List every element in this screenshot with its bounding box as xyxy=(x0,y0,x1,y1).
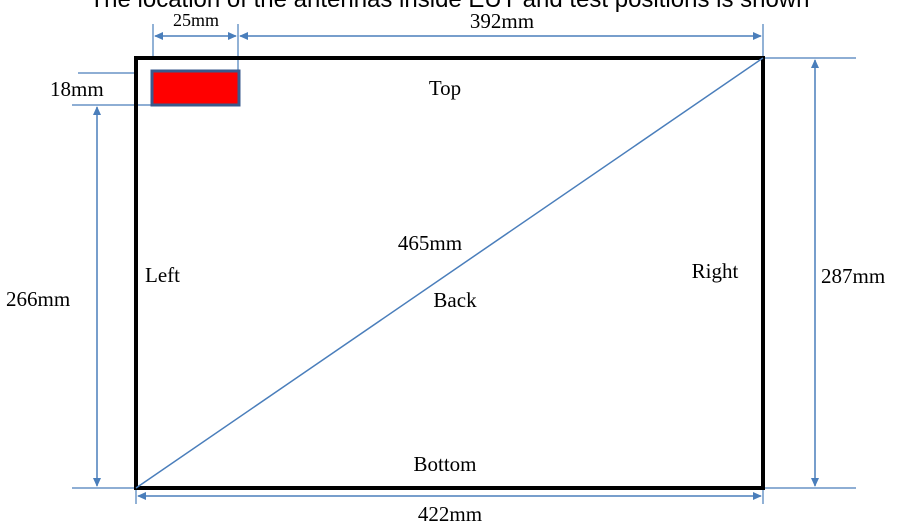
antenna-block xyxy=(150,69,241,107)
label-right: Right xyxy=(692,259,739,283)
label-diagonal: 465mm xyxy=(398,231,462,255)
label-total-height: 287mm xyxy=(821,264,885,288)
diagonal-line xyxy=(135,57,764,489)
label-total-width: 422mm xyxy=(418,502,482,526)
label-top: Top xyxy=(429,76,461,100)
dimension-arrows xyxy=(92,31,820,501)
label-antenna-offset-x: 25mm xyxy=(173,10,219,30)
label-remaining-height: 266mm xyxy=(6,287,70,311)
label-remaining-width: 392mm xyxy=(470,9,534,33)
figure-caption: The location of the antennas inside EUT … xyxy=(0,0,899,14)
label-back: Back xyxy=(433,288,477,312)
label-antenna-offset-y: 18mm xyxy=(50,77,104,101)
label-left: Left xyxy=(145,263,180,287)
label-bottom: Bottom xyxy=(413,452,476,476)
eut-outline xyxy=(134,56,765,490)
